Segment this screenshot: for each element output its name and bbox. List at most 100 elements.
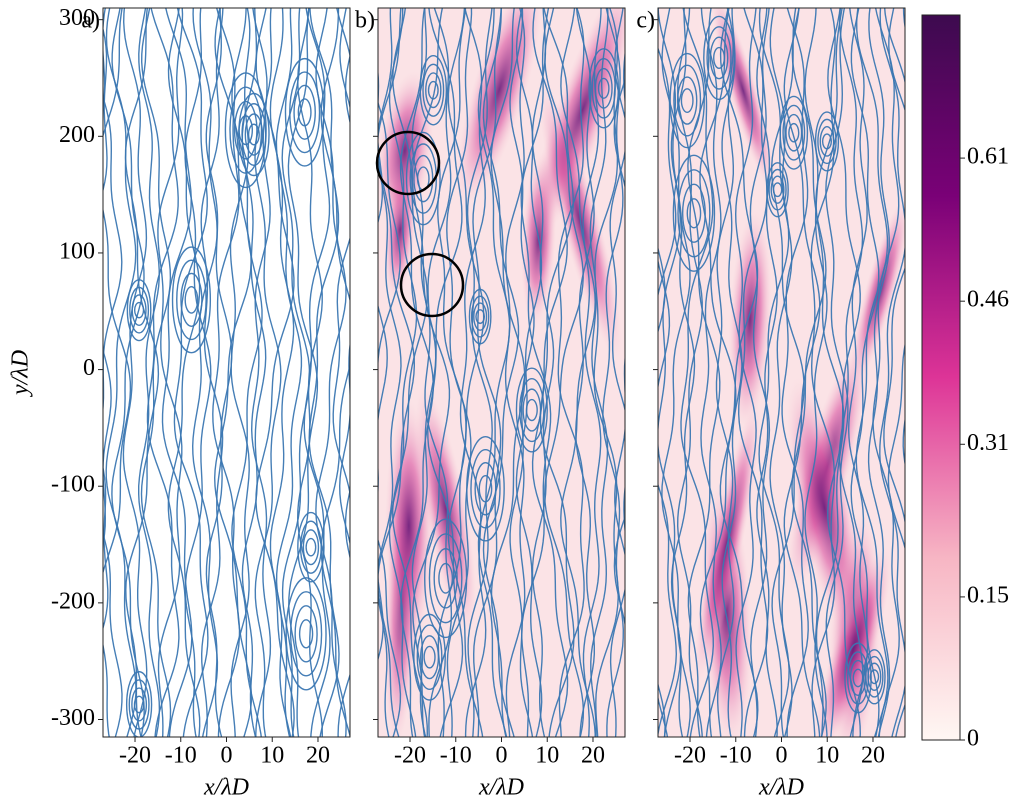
streamline [105,8,137,737]
plot-area: a)-20 -10 0 10 20x/λD-300-200-1000100200300y… [8,5,1010,800]
streamline [531,8,555,737]
vortex [413,154,434,203]
streamline [867,8,891,737]
vortex [470,448,501,529]
vortex [676,76,698,125]
x-tick-label: -10 [720,743,752,769]
streamline [466,8,493,737]
streamline [680,8,715,737]
vortex [849,659,867,697]
vortex [302,529,320,566]
vortex [819,126,835,157]
streamline [756,8,778,737]
vortex [591,58,616,119]
vortex [424,518,468,639]
vortex [770,175,785,204]
x-tick-label: 20 [306,743,330,769]
streamline [700,8,722,737]
streamline [378,37,388,498]
streamline [308,8,340,737]
vortex [863,649,886,705]
streamline [103,8,132,737]
streamline [883,8,905,737]
vortex [293,84,316,140]
vortex [821,133,833,150]
vortex [129,286,150,334]
intensity-blob [786,377,863,639]
vortex [677,169,711,258]
highlight-circle [399,252,465,318]
vortex [713,46,726,69]
vortex [131,294,147,327]
vortex [425,72,442,109]
streamline [515,8,543,737]
streamline [378,100,402,737]
y-axis-label: y/λD [8,350,34,397]
streamline [719,8,759,737]
streamline [255,8,295,737]
vortex [405,131,441,226]
x-tick-label: 20 [861,743,885,769]
streamline [531,8,569,737]
vortex [298,619,314,649]
streamline [676,8,703,737]
streamline [847,8,869,737]
vortex [681,183,706,243]
vortex [594,67,613,109]
streamline [543,8,585,737]
streamline [715,8,735,737]
streamline [582,8,602,737]
vortex [669,52,705,149]
streamline [721,8,743,737]
y-tick-label: 200 [59,122,95,148]
streamline [122,8,148,737]
vortex [852,668,864,688]
streamline [378,8,416,737]
streamline [520,8,552,737]
x-tick-label: 10 [535,743,559,769]
streamline [872,8,900,737]
streamline [589,8,609,737]
streamline [490,8,526,737]
streamlines [658,8,905,737]
vortex [133,301,145,319]
streamline [146,8,180,737]
vortex [466,435,505,542]
streamline [825,8,849,737]
colorbar [921,14,961,741]
streamline [338,8,350,547]
vortex [299,520,322,574]
y-tick-label: 100 [59,238,95,264]
streamline [388,8,418,737]
streamline [613,77,625,628]
x-tick-label: -10 [165,743,197,769]
vortex [420,635,440,680]
streamline [879,8,905,737]
streamline [887,8,905,551]
streamline [477,8,511,737]
x-tick-label: -20 [674,743,706,769]
vortex [522,388,542,432]
streamline [111,8,145,737]
streamline [609,49,625,737]
streamline [850,8,880,737]
vortex [478,475,493,503]
streamline [446,8,473,737]
streamline [287,8,319,737]
streamline [103,8,112,548]
streamline [658,46,678,737]
x-tick-label: 10 [815,743,839,769]
panel-label: c) [636,8,655,34]
streamline [699,8,737,737]
vortex [473,302,488,331]
vortex [284,57,325,167]
vortex [131,687,148,722]
vortex [519,377,545,443]
y-tick-label: 300 [59,5,95,31]
colorbar-tick-label: 0.46 [967,287,1009,313]
colorbar-tick-label: 0.31 [967,430,1009,456]
vortex [779,95,809,170]
vortex [229,86,263,174]
streamline [332,8,350,737]
streamline [815,8,845,737]
